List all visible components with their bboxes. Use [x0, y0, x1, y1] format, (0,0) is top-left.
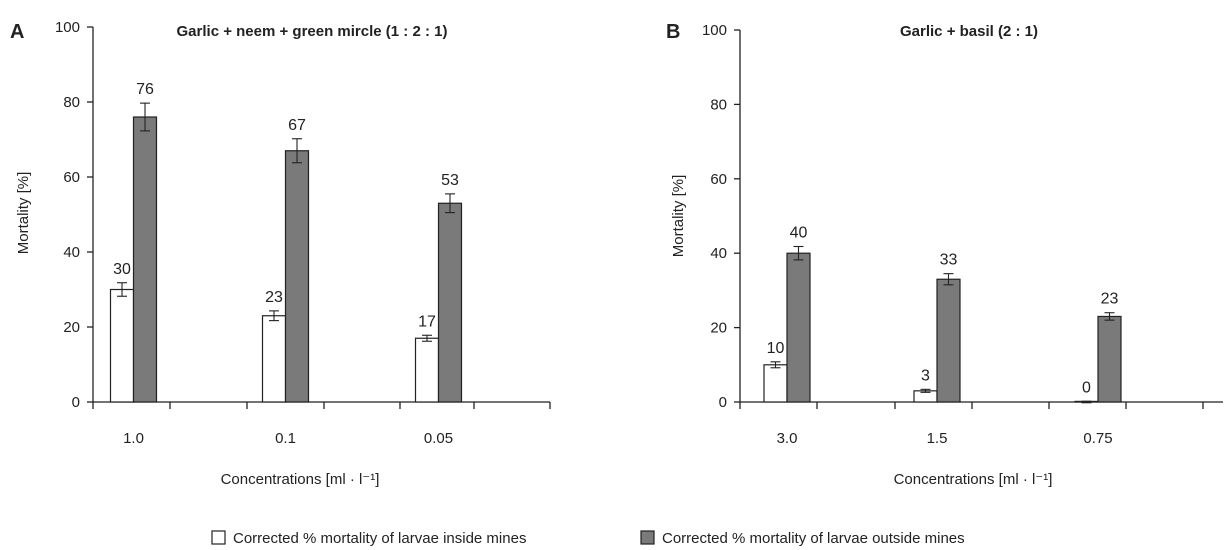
y-tick-label-b-100: 100: [702, 22, 727, 39]
data-label-b-s1-0: 40: [790, 225, 808, 242]
bar-b-s1-2: [1097, 315, 1122, 403]
bar-a-s1-2: [437, 202, 463, 403]
category-label-b-2: 0.75: [1083, 430, 1112, 447]
data-label-b-s1-1: 33: [940, 252, 958, 269]
data-label-a-s0-1: 23: [265, 289, 283, 306]
data-label-a-s1-0: 76: [136, 81, 154, 98]
y-axis-label-b: Mortality [%]: [670, 175, 687, 258]
chart-title-b: Garlic + basil (2 : 1): [900, 23, 1038, 40]
panel-letter-b: B: [666, 21, 680, 43]
y-tick-label-a-0: 0: [72, 394, 80, 411]
chart-title-a: Garlic + neem + green mircle (1 : 2 : 1): [177, 23, 448, 40]
data-label-b-s0-2: 0: [1082, 379, 1091, 396]
panel-letter-a: A: [10, 21, 24, 43]
y-tick-label-a-80: 80: [63, 94, 80, 111]
x-axis-label-b: Concentrations [ml · l⁻¹]: [894, 471, 1053, 488]
data-label-a-s1-1: 67: [288, 117, 306, 134]
bar-b-s0-0: [763, 364, 788, 403]
category-label-b-0: 3.0: [777, 430, 798, 447]
data-label-b-s0-1: 3: [921, 367, 930, 384]
bar-b-s1-0: [786, 252, 811, 403]
bar-b-s1-1: [936, 278, 961, 403]
bar-a-s0-1: [261, 315, 287, 403]
legend-swatch-inside: [211, 530, 226, 545]
legend-label-inside: Corrected % mortality of larvae inside m…: [233, 530, 526, 547]
legend: Corrected % mortality of larvae inside m…: [211, 530, 965, 547]
bar-a-s1-0: [132, 116, 158, 403]
panel-b-chart: B Garlic + basil (2 : 1)020406080100Morta…: [666, 21, 1223, 488]
y-tick-label-b-0: 0: [719, 394, 727, 411]
legend-item-inside: Corrected % mortality of larvae inside m…: [211, 530, 526, 547]
y-tick-label-a-40: 40: [63, 244, 80, 261]
legend-item-outside: Corrected % mortality of larvae outside …: [640, 530, 965, 547]
panel-a-chart: A Garlic + neem + green mircle (1 : 2 : 1…: [10, 19, 551, 488]
y-tick-label-b-80: 80: [710, 96, 727, 113]
bar-a-s0-2: [414, 337, 440, 403]
y-tick-label-b-20: 20: [710, 320, 727, 337]
data-label-a-s0-0: 30: [113, 261, 131, 278]
data-label-b-s1-2: 23: [1101, 291, 1119, 308]
x-axis-label-a: Concentrations [ml · l⁻¹]: [221, 471, 380, 488]
category-label-b-1: 1.5: [927, 430, 948, 447]
y-tick-label-b-60: 60: [710, 171, 727, 188]
legend-swatch-outside: [640, 530, 655, 545]
bar-a-s1-1: [284, 150, 310, 403]
legend-label-outside: Corrected % mortality of larvae outside …: [662, 530, 965, 547]
y-axis-label-a: Mortality [%]: [15, 172, 32, 255]
data-label-a-s1-2: 53: [441, 172, 459, 189]
category-label-a-2: 0.05: [424, 430, 453, 447]
y-tick-label-a-100: 100: [55, 19, 80, 36]
y-tick-label-a-20: 20: [63, 319, 80, 336]
data-label-a-s0-2: 17: [418, 313, 436, 330]
y-tick-label-b-40: 40: [710, 245, 727, 262]
data-label-b-s0-0: 10: [767, 340, 785, 357]
y-tick-label-a-60: 60: [63, 169, 80, 186]
category-label-a-0: 1.0: [123, 430, 144, 447]
bar-a-s0-0: [109, 288, 135, 403]
category-label-a-1: 0.1: [275, 430, 296, 447]
